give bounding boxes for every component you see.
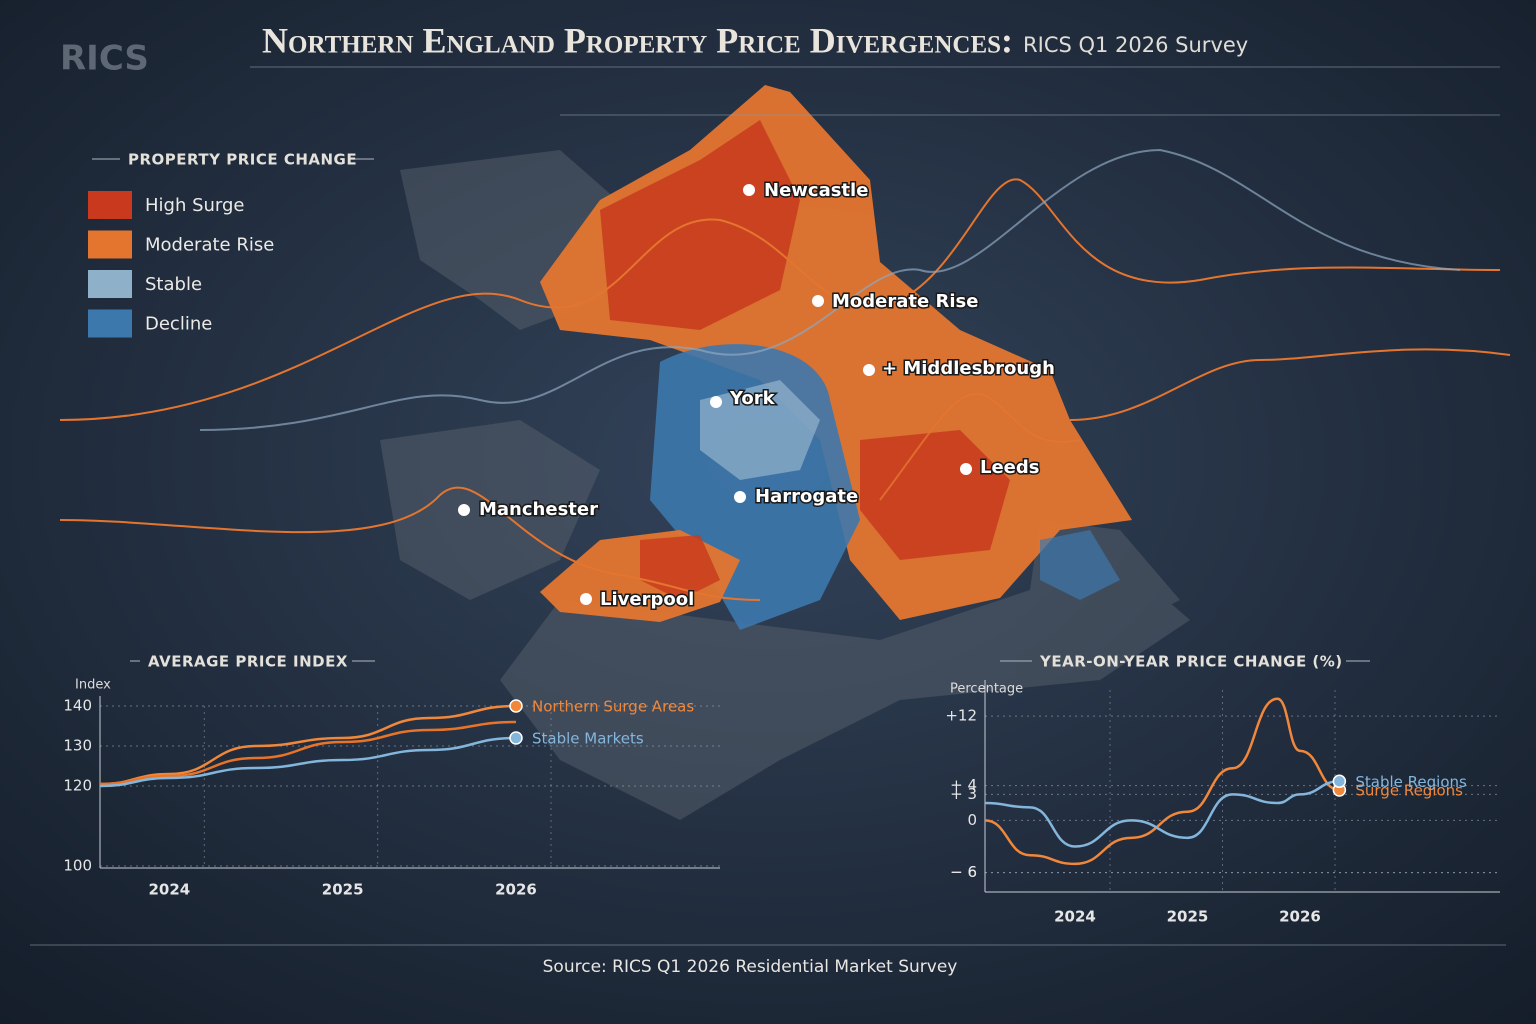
series-label: Stable Markets xyxy=(532,730,644,748)
legend-swatch xyxy=(88,191,132,219)
series-line xyxy=(984,697,1340,866)
y-axis-label: Index xyxy=(75,678,111,693)
legend-swatch xyxy=(88,309,132,338)
legend-swatch xyxy=(88,270,132,298)
city-label: Leeds xyxy=(980,457,1039,478)
series-label: Northern Surge Areas xyxy=(532,698,694,716)
y-tick-label: − 6 xyxy=(950,863,977,881)
chart-title: AVERAGE PRICE INDEX xyxy=(148,653,348,671)
decorative-waves xyxy=(59,148,1511,601)
y-tick-label: 100 xyxy=(63,857,92,875)
title: Northern England Property Price Divergen… xyxy=(262,20,1013,60)
series-label: Stable Regions xyxy=(1355,773,1467,791)
y-axis-label: Percentage xyxy=(950,682,1023,697)
legend-title: PROPERTY PRICE CHANGE xyxy=(128,151,357,169)
legend-swatch xyxy=(88,230,132,259)
city-label: Moderate Rise xyxy=(832,291,978,312)
x-tick-label: 2026 xyxy=(495,881,537,899)
y-tick-label: + 3 xyxy=(950,785,977,803)
city-label: Newcastle xyxy=(764,180,868,201)
x-tick-label: 2026 xyxy=(1279,908,1321,926)
city-label: Manchester xyxy=(479,499,598,520)
y-tick-label: 140 xyxy=(63,697,92,715)
city-label: + Middlesbrough xyxy=(882,358,1055,379)
end-marker xyxy=(1332,774,1347,789)
legend: PROPERTY PRICE CHANGE High Surge Moderate… xyxy=(88,151,374,338)
end-marker xyxy=(509,731,523,745)
y-tick-label: +12 xyxy=(945,707,977,725)
legend-label: Stable xyxy=(145,274,202,295)
source: Source: RICS Q1 2026 Residential Market … xyxy=(543,957,958,977)
series-label: Surge Regions xyxy=(1355,782,1463,800)
y-tick-label: + 4 xyxy=(950,776,977,794)
x-tick-label: 2024 xyxy=(148,881,190,899)
series-line xyxy=(99,704,517,786)
x-tick-label: 2024 xyxy=(1054,908,1096,926)
frame-lines xyxy=(30,66,1506,946)
end-marker xyxy=(509,699,523,713)
city-label: Harrogate xyxy=(755,486,858,507)
x-tick-label: 2025 xyxy=(1167,908,1209,926)
series-line xyxy=(99,736,517,788)
legend-label: Moderate Rise xyxy=(145,235,274,256)
series-line xyxy=(99,720,517,786)
city-label: York xyxy=(729,388,776,409)
logo: RICS xyxy=(60,39,149,79)
legend-label: High Surge xyxy=(145,195,245,216)
city-label: Liverpool xyxy=(600,589,694,610)
subtitle: RICS Q1 2026 Survey xyxy=(1023,33,1248,57)
y-tick-label: − 6 xyxy=(950,863,977,881)
y-tick-label: 0 xyxy=(967,811,977,829)
map-labels: Newcastle Moderate Rise + Middlesbrough … xyxy=(458,179,1056,612)
legend-label: Decline xyxy=(145,314,212,335)
y-tick-label: 120 xyxy=(63,777,92,795)
chart-title: YEAR-ON-YEAR PRICE CHANGE (%) xyxy=(1039,653,1343,671)
series-line xyxy=(984,780,1340,848)
charts: AVERAGE PRICE INDEX Index 100 120 130 140 2024… xyxy=(63,653,1500,926)
y-tick-label: 130 xyxy=(63,737,92,755)
x-tick-label: 2025 xyxy=(322,881,364,899)
